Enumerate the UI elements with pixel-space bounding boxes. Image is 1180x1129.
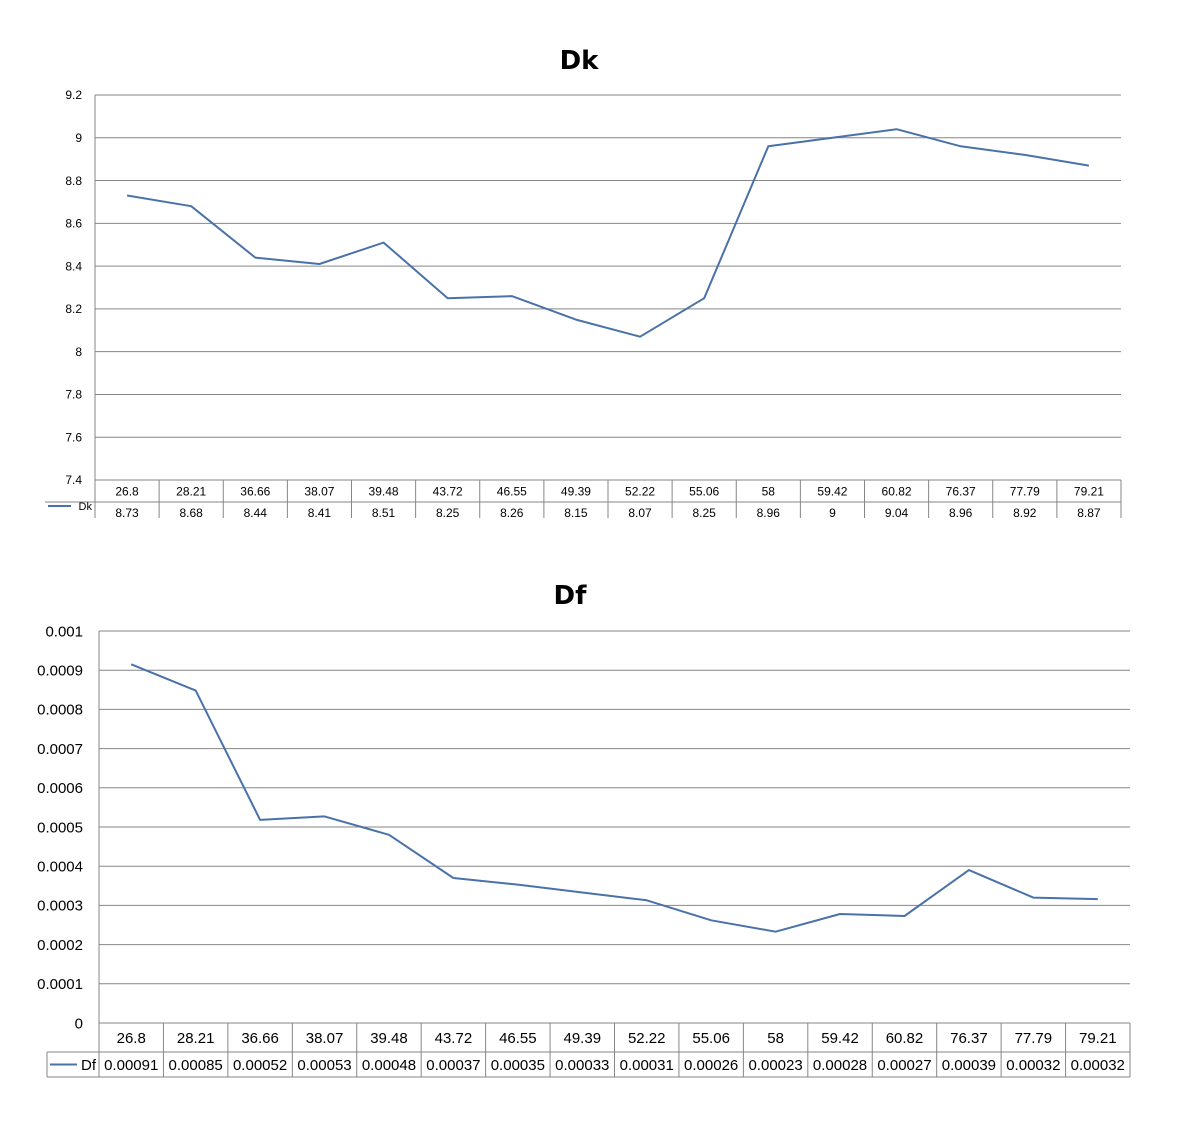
dk-value-label: 8.41 [308, 506, 332, 520]
df-category-label: 60.82 [886, 1030, 924, 1047]
df-value-label: 0.00027 [877, 1057, 931, 1074]
df-category-label: 39.48 [370, 1030, 408, 1047]
df-value-label: 0.00035 [491, 1057, 545, 1074]
dk-value-label: 8.15 [564, 506, 588, 520]
dk-category-label: 46.55 [497, 485, 527, 499]
df-category-label: 59.42 [821, 1030, 859, 1047]
df-y-tick-label: 0.0003 [37, 898, 83, 915]
dk-series-line [126, 128, 1090, 338]
df-value-label: 0.00032 [1071, 1057, 1125, 1074]
dk-category-label: 55.06 [689, 485, 719, 499]
dk-value-label: 8.96 [949, 506, 973, 520]
dk-category-label: 58 [762, 485, 776, 499]
df-category-label: 79.21 [1079, 1030, 1117, 1047]
df-category-label: 26.8 [117, 1030, 146, 1047]
df-category-label: 76.37 [950, 1030, 988, 1047]
dk-category-label: 38.07 [304, 485, 334, 499]
dk-legend-label: Dk [79, 501, 93, 513]
df-y-tick-label: 0.0006 [37, 780, 83, 797]
dk-category-label: 49.39 [561, 485, 591, 499]
dk-value-label: 9.04 [885, 506, 909, 520]
df-category-label: 77.79 [1015, 1030, 1053, 1047]
df-y-tick-label: 0 [75, 1015, 83, 1032]
dk-value-label: 8.25 [436, 506, 460, 520]
df-category-label: 28.21 [177, 1030, 215, 1047]
df-category-label: 58 [767, 1030, 784, 1047]
df-value-label: 0.00028 [813, 1057, 867, 1074]
df-category-label: 43.72 [435, 1030, 473, 1047]
dk-value-label: 8.92 [1013, 506, 1037, 520]
df-category-label: 36.66 [241, 1030, 279, 1047]
dk-value-label: 8.87 [1077, 506, 1101, 520]
df-y-tick-label: 0.0007 [37, 741, 83, 758]
df-chart-title: Df [554, 581, 588, 611]
dk-category-label: 79.21 [1074, 485, 1104, 499]
df-value-label: 0.00037 [426, 1057, 480, 1074]
dk-category-label: 60.82 [882, 485, 912, 499]
df-value-label: 0.00052 [233, 1057, 287, 1074]
df-value-label: 0.00048 [362, 1057, 416, 1074]
dk-value-label: 8.26 [500, 506, 524, 520]
dk-value-label: 8.51 [372, 506, 396, 520]
dk-chart-title: Dk [560, 46, 600, 76]
df-value-label: 0.00039 [942, 1057, 996, 1074]
dk-value-label: 9 [829, 506, 836, 520]
df-value-label: 0.00032 [1006, 1057, 1060, 1074]
df-y-tick-label: 0.0004 [37, 858, 83, 875]
dk-y-tick-label: 7.6 [65, 430, 82, 444]
dk-category-label: 28.21 [176, 485, 206, 499]
df-value-label: 0.00026 [684, 1057, 738, 1074]
df-y-tick-label: 0.0002 [37, 937, 83, 954]
dk-y-tick-label: 9 [75, 131, 82, 145]
dk-y-tick-label: 7.4 [65, 473, 82, 487]
df-category-label: 55.06 [692, 1030, 730, 1047]
df-legend-label: Df [81, 1057, 97, 1074]
dk-y-tick-label: 7.8 [65, 388, 82, 402]
dk-value-label: 8.96 [757, 506, 781, 520]
dk-category-label: 76.37 [946, 485, 976, 499]
df-series-line [130, 663, 1098, 933]
dk-category-label: 39.48 [369, 485, 399, 499]
dk-category-label: 26.8 [115, 485, 139, 499]
df-chart: Df 0 0.0001 0.0002 0.0003 0.0004 0.0005 0.0006 0… [37, 581, 1131, 1078]
dk-value-label: 8.73 [115, 506, 139, 520]
df-category-label: 46.55 [499, 1030, 537, 1047]
dk-y-tick-label: 8.6 [65, 217, 82, 231]
df-value-label: 0.00023 [748, 1057, 802, 1074]
df-y-tick-label: 0.0008 [37, 702, 83, 719]
dk-y-tick-label: 8.2 [65, 302, 82, 316]
dk-category-label: 59.42 [817, 485, 847, 499]
dk-chart: Dk 7.4 7.6 7.8 8 8.2 8.4 8.6 8.8 9 9.2 26.8 28.21 36.… [45, 46, 1122, 520]
dk-value-label: 8.68 [180, 506, 204, 520]
df-y-tick-label: 0.0009 [37, 662, 83, 679]
df-y-tick-label: 0.0005 [37, 819, 83, 836]
dk-value-label: 8.07 [628, 506, 652, 520]
dk-y-tick-label: 9.2 [65, 88, 82, 102]
df-value-label: 0.00033 [555, 1057, 609, 1074]
dk-category-label: 36.66 [240, 485, 270, 499]
df-value-label: 0.00085 [169, 1057, 223, 1074]
df-category-label: 49.39 [564, 1030, 602, 1047]
dk-y-tick-label: 8.8 [65, 174, 82, 188]
df-value-label: 0.00053 [297, 1057, 351, 1074]
df-value-label: 0.00031 [620, 1057, 674, 1074]
dk-category-label: 43.72 [433, 485, 463, 499]
df-y-tick-label: 0.0001 [37, 976, 83, 993]
dk-y-tick-label: 8 [75, 345, 82, 359]
dk-value-label: 8.44 [244, 506, 268, 520]
dk-category-label: 52.22 [625, 485, 655, 499]
df-category-label: 52.22 [628, 1030, 666, 1047]
dk-y-tick-label: 8.4 [65, 259, 82, 273]
df-value-label: 0.00091 [104, 1057, 158, 1074]
df-y-tick-label: 0.001 [45, 623, 83, 640]
dk-value-label: 8.25 [693, 506, 717, 520]
dk-category-label: 77.79 [1010, 485, 1040, 499]
df-category-label: 38.07 [306, 1030, 344, 1047]
